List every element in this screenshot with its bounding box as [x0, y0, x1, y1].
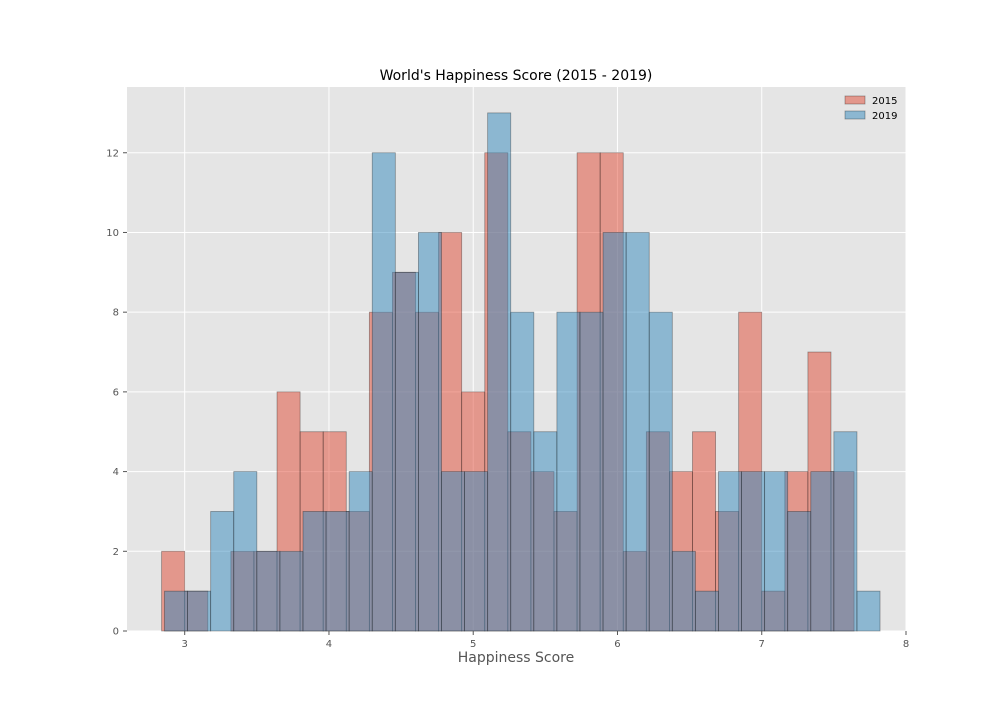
- y-tick-label: 12: [106, 148, 119, 159]
- legend-label-2019: 2019: [872, 111, 897, 122]
- legend-label-2015: 2015: [872, 96, 897, 107]
- histogram-bar: [810, 471, 835, 632]
- x-tick-label: 5: [470, 639, 476, 650]
- histogram-bar: [164, 590, 188, 632]
- bars: [161, 112, 881, 632]
- histogram-bar: [256, 550, 281, 632]
- histogram-bar: [279, 550, 304, 632]
- legend: 2015 2019: [838, 90, 903, 128]
- legend-swatch-2015: [844, 95, 866, 105]
- histogram-bar: [510, 311, 535, 632]
- ticks: 3 4 5 6 7 8 0 2 4 6 8 10 12: [106, 148, 909, 650]
- histogram-bar: [464, 471, 489, 632]
- histogram-bar: [579, 311, 604, 632]
- histogram-bar: [348, 471, 373, 632]
- y-tick-label: 10: [106, 228, 119, 239]
- x-tick-label: 4: [326, 639, 332, 650]
- series-2019: [164, 112, 881, 632]
- histogram-bar: [210, 511, 235, 632]
- y-tick-label: 0: [113, 627, 119, 638]
- x-tick-label: 6: [614, 639, 620, 650]
- y-tick-label: 4: [113, 467, 119, 478]
- histogram-bar: [533, 431, 558, 632]
- histogram-bar: [556, 311, 581, 632]
- y-tick-label: 2: [113, 547, 119, 558]
- histogram-bar: [764, 471, 789, 632]
- histogram-bar: [187, 590, 212, 632]
- histogram-bar: [648, 311, 673, 632]
- histogram-bar: [418, 232, 442, 632]
- y-tick-label: 8: [113, 308, 119, 319]
- histogram-bar: [741, 471, 766, 632]
- histogram-bar: [441, 471, 465, 632]
- y-tick-label: 6: [113, 387, 119, 398]
- histogram-bar: [718, 471, 742, 632]
- histogram-bar: [671, 550, 696, 632]
- histogram-bar: [487, 112, 512, 632]
- histogram-bar: [787, 511, 812, 632]
- chart-title: World's Happiness Score (2015 - 2019): [380, 68, 653, 84]
- histogram-bar: [833, 431, 858, 632]
- histogram-bar: [233, 471, 258, 632]
- histogram-bar: [325, 511, 350, 632]
- x-tick-label: 3: [182, 639, 188, 650]
- histogram-bar: [302, 511, 327, 632]
- histogram-bar: [694, 590, 719, 632]
- x-tick-label: 8: [903, 639, 909, 650]
- histogram-bar: [856, 590, 881, 632]
- histogram-bar: [371, 152, 396, 632]
- histogram-bar: [394, 271, 419, 632]
- x-tick-label: 7: [759, 639, 765, 650]
- histogram-bar: [602, 232, 627, 632]
- legend-swatch-2019: [844, 110, 866, 120]
- x-axis-label: Happiness Score: [458, 650, 575, 666]
- histogram-bar: [625, 232, 650, 632]
